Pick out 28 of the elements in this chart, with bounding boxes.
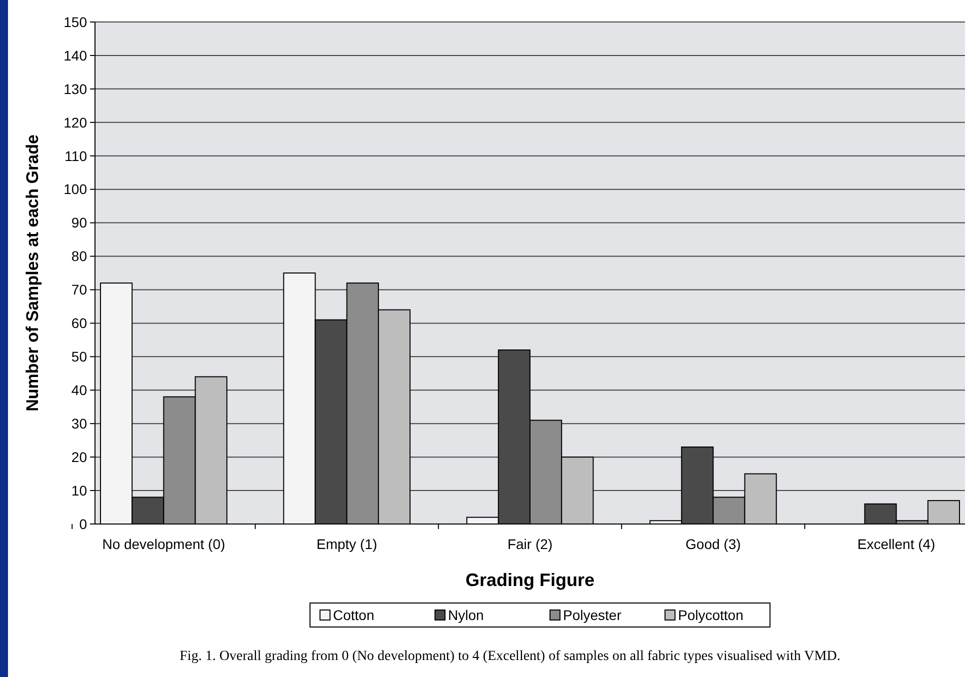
legend-label: Nylon	[448, 607, 484, 623]
legend-label: Cotton	[333, 607, 374, 623]
y-axis-title: Number of Samples at each Grade	[23, 134, 42, 412]
y-tick-label: 40	[71, 382, 88, 398]
y-tick-label: 60	[71, 315, 88, 332]
y-tick-label: 70	[71, 282, 88, 298]
y-tick-label: 140	[64, 47, 88, 64]
y-tick-label: 100	[64, 181, 88, 198]
x-tick-label: Good (3)	[686, 536, 741, 552]
y-tick-label: 0	[79, 516, 88, 532]
y-tick-label: 90	[71, 214, 88, 231]
legend-label: Polyester	[563, 607, 622, 623]
y-tick-label: 110	[64, 148, 88, 164]
x-tick-label: Fair (2)	[507, 536, 553, 552]
y-tick-label: 80	[71, 248, 88, 264]
y-tick-label: 150	[64, 14, 88, 30]
legend-label: Polycotton	[678, 607, 744, 623]
caption: Fig. 1. Overall grading from 0 (No development) to 4 (Excellent) of samples on all fabric types visualised with VMD.	[180, 649, 840, 664]
y-tick-label: 50	[71, 348, 88, 365]
x-tick-label: Empty (1)	[316, 536, 378, 552]
y-tick-label: 30	[71, 416, 88, 432]
y-tick-label: 10	[71, 482, 88, 498]
y-tick-label: 20	[71, 448, 88, 465]
x-tick-label: No development (0)	[102, 536, 226, 552]
x-tick-label: Excellent (4)	[857, 536, 936, 552]
y-tick-label: 130	[64, 80, 88, 97]
x-axis-title: Grading Figure	[465, 570, 595, 590]
y-tick-label: 120	[64, 114, 88, 130]
